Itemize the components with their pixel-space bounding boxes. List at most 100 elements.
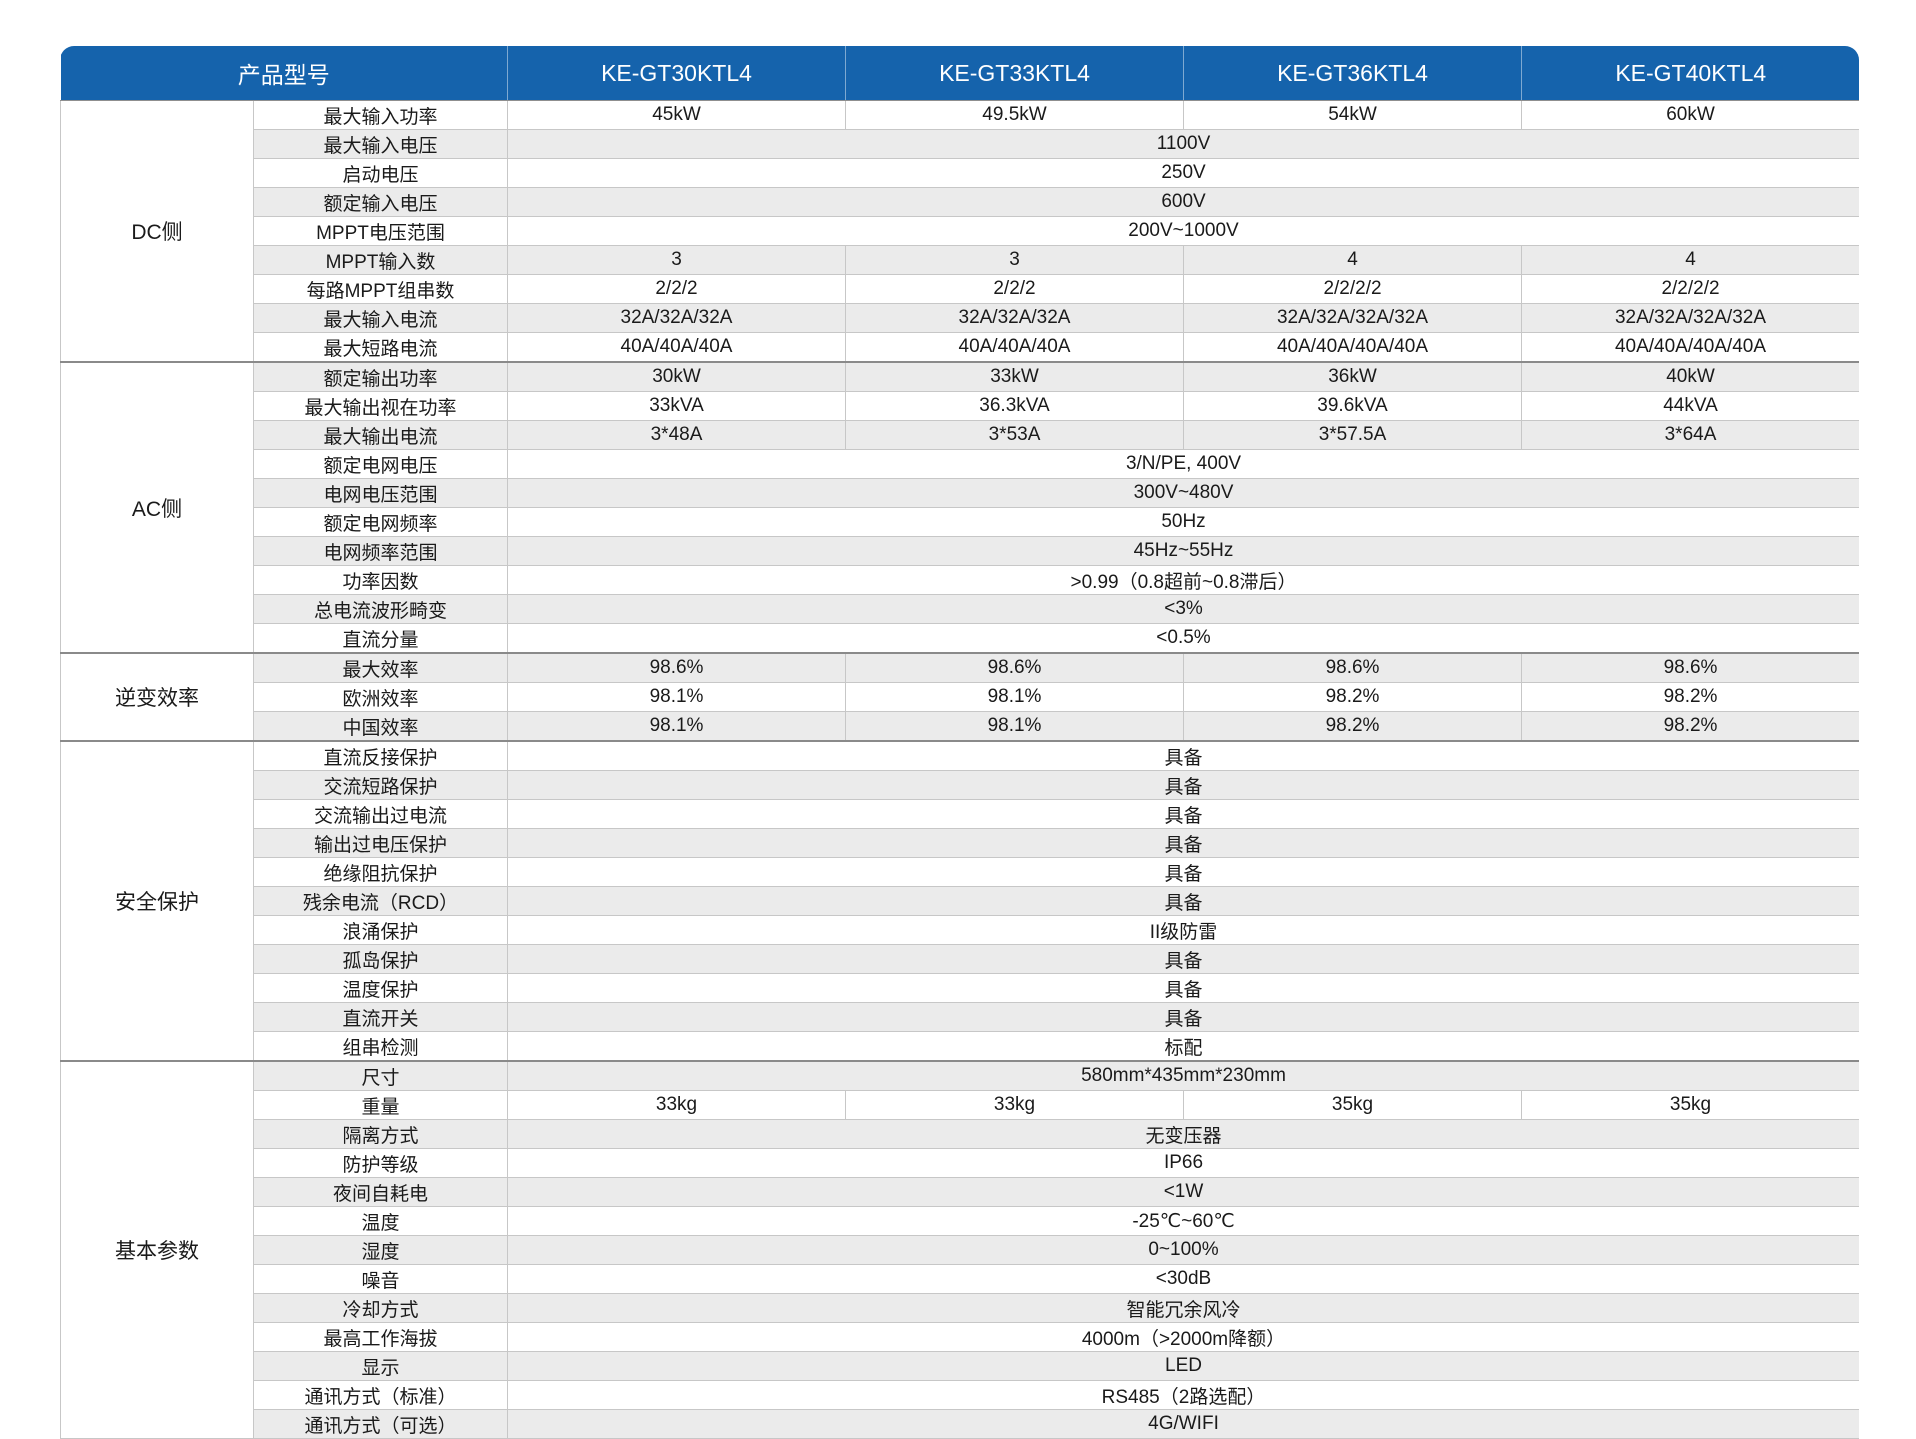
- parameter-label: 显示: [253, 1351, 508, 1381]
- value-cell-model-3: 36kW: [1183, 361, 1522, 392]
- shared-value-cell: 具备: [507, 1002, 1859, 1032]
- value-cell-model-4: 98.2%: [1521, 682, 1859, 712]
- value-cell-model-4: 4: [1521, 245, 1859, 275]
- value-cell-model-3: 2/2/2/2: [1183, 274, 1522, 304]
- value-cell-model-4: 40kW: [1521, 361, 1859, 392]
- parameter-label: 噪音: [253, 1264, 508, 1294]
- parameter-label: 中国效率: [253, 711, 508, 742]
- value-cell-model-2: 2/2/2: [845, 274, 1184, 304]
- table-row: 额定电网电压 3/N/PE, 400V: [61, 449, 1859, 479]
- shared-value-cell: 0~100%: [507, 1235, 1859, 1265]
- value-cell-model-2: 32A/32A/32A: [845, 303, 1184, 333]
- table-row: 通讯方式（可选） 4G/WIFI: [61, 1409, 1859, 1439]
- value-cell-model-2: 3: [845, 245, 1184, 275]
- table-row: DC侧 最大输入功率 45kW 49.5kW 54kW 60kW: [60, 100, 1859, 363]
- shared-value-cell: 4000m（>2000m降额）: [507, 1322, 1859, 1352]
- table-row: 直流开关 具备: [61, 1002, 1859, 1032]
- value-cell-model-2: 98.1%: [845, 711, 1184, 742]
- value-cell-model-1: 45kW: [507, 100, 846, 130]
- shared-value-cell: 具备: [507, 770, 1859, 800]
- table-row: 浪涌保护 II级防雷: [61, 915, 1859, 945]
- shared-value-cell: 具备: [507, 857, 1859, 887]
- table-row: 基本参数 尺寸 580mm*435mm*230mm: [60, 1060, 1859, 1439]
- value-cell-model-2: 40A/40A/40A: [845, 332, 1184, 363]
- table-row: 额定电网频率 50Hz: [61, 507, 1859, 537]
- value-cell-model-4: 40A/40A/40A/40A: [1521, 332, 1859, 363]
- value-cell-model-2: 36.3kVA: [845, 391, 1184, 421]
- section-label: AC侧: [60, 361, 254, 654]
- header-row: 产品型号 KE-GT30KTL4 KE-GT33KTL4 KE-GT36KTL4 KE-…: [60, 46, 1859, 101]
- value-cell-model-3: 98.2%: [1183, 682, 1522, 712]
- table-row: 防护等级 IP66: [61, 1148, 1859, 1178]
- section-label: 逆变效率: [60, 652, 254, 742]
- shared-value-cell: RS485（2路选配）: [507, 1380, 1859, 1410]
- value-cell-model-1: 30kW: [507, 361, 846, 392]
- value-cell-model-3: 35kg: [1183, 1090, 1522, 1120]
- table-row: 温度 -25℃~60℃: [61, 1206, 1859, 1236]
- parameter-label: 最大输出电流: [253, 420, 508, 450]
- shared-value-cell: 4G/WIFI: [507, 1409, 1859, 1439]
- parameter-label: 欧洲效率: [253, 682, 508, 712]
- table-row: 每路MPPT组串数 2/2/2 2/2/2 2/2/2/2 2/2/2/2: [61, 274, 1859, 304]
- parameter-label: 直流分量: [253, 623, 508, 654]
- parameter-label: 最大输入功率: [253, 100, 508, 130]
- parameter-label: 残余电流（RCD）: [253, 886, 508, 916]
- table-row: 湿度 0~100%: [61, 1235, 1859, 1265]
- parameter-label: 温度保护: [253, 973, 508, 1003]
- parameter-label: 最大输入电流: [253, 303, 508, 333]
- section-label: DC侧: [60, 100, 254, 363]
- parameter-label: 交流短路保护: [253, 770, 508, 800]
- value-cell-model-4: 98.2%: [1521, 711, 1859, 742]
- table-row: 残余电流（RCD） 具备: [61, 886, 1859, 916]
- value-cell-model-2: 33kg: [845, 1090, 1184, 1120]
- header-model-column-2: KE-GT33KTL4: [845, 46, 1184, 101]
- table-row: 绝缘阻抗保护 具备: [61, 857, 1859, 887]
- parameter-label: 功率因数: [253, 565, 508, 595]
- table-row: 交流短路保护 具备: [61, 770, 1859, 800]
- table-row: 启动电压 250V: [61, 158, 1859, 188]
- value-cell-model-2: 33kW: [845, 361, 1184, 392]
- value-cell-model-1: 2/2/2: [507, 274, 846, 304]
- parameter-label: 孤岛保护: [253, 944, 508, 974]
- parameter-label: 通讯方式（标准）: [253, 1380, 508, 1410]
- shared-value-cell: LED: [507, 1351, 1859, 1381]
- value-cell-model-1: 40A/40A/40A: [507, 332, 846, 363]
- shared-value-cell: 250V: [507, 158, 1859, 188]
- table-row: 冷却方式 智能冗余风冷: [61, 1293, 1859, 1323]
- shared-value-cell: 300V~480V: [507, 478, 1859, 508]
- shared-value-cell: <30dB: [507, 1264, 1859, 1294]
- shared-value-cell: 3/N/PE, 400V: [507, 449, 1859, 479]
- table-row: 中国效率 98.1% 98.1% 98.2% 98.2%: [61, 711, 1859, 742]
- shared-value-cell: 具备: [507, 944, 1859, 974]
- value-cell-model-1: 32A/32A/32A: [507, 303, 846, 333]
- parameter-label: MPPT电压范围: [253, 216, 508, 246]
- shared-value-cell: 580mm*435mm*230mm: [507, 1060, 1859, 1091]
- value-cell-model-2: 98.6%: [845, 652, 1184, 683]
- value-cell-model-1: 33kg: [507, 1090, 846, 1120]
- table-row: 功率因数 >0.99（0.8超前~0.8滞后）: [61, 565, 1859, 595]
- parameter-label: 夜间自耗电: [253, 1177, 508, 1207]
- parameter-label: 额定电网频率: [253, 507, 508, 537]
- value-cell-model-2: 98.1%: [845, 682, 1184, 712]
- table-row: 最大输出视在功率 33kVA 36.3kVA 39.6kVA 44kVA: [61, 391, 1859, 421]
- product-spec-table: 产品型号 KE-GT30KTL4 KE-GT33KTL4 KE-GT36KTL4 KE-…: [60, 46, 1859, 1439]
- parameter-label: 湿度: [253, 1235, 508, 1265]
- value-cell-model-1: 33kVA: [507, 391, 846, 421]
- product-spec-sheet: 产品型号 KE-GT30KTL4 KE-GT33KTL4 KE-GT36KTL4 KE-…: [60, 46, 1859, 1439]
- value-cell-model-1: 3: [507, 245, 846, 275]
- section-label: 基本参数: [60, 1060, 254, 1439]
- shared-value-cell: 200V~1000V: [507, 216, 1859, 246]
- header-model-column-4: KE-GT40KTL4: [1521, 46, 1859, 101]
- shared-value-cell: >0.99（0.8超前~0.8滞后）: [507, 565, 1859, 595]
- parameter-label: 交流输出过电流: [253, 799, 508, 829]
- header-model-column-3: KE-GT36KTL4: [1183, 46, 1522, 101]
- shared-value-cell: IP66: [507, 1148, 1859, 1178]
- parameter-label: 每路MPPT组串数: [253, 274, 508, 304]
- parameter-label: 额定电网电压: [253, 449, 508, 479]
- value-cell-model-3: 32A/32A/32A/32A: [1183, 303, 1522, 333]
- parameter-label: 温度: [253, 1206, 508, 1236]
- table-row: 显示 LED: [61, 1351, 1859, 1381]
- table-row: 逆变效率 最大效率 98.6% 98.6% 98.6% 98.6%: [60, 652, 1859, 742]
- parameter-label: 电网电压范围: [253, 478, 508, 508]
- table-row: 安全保护 直流反接保护 具备: [60, 740, 1859, 1062]
